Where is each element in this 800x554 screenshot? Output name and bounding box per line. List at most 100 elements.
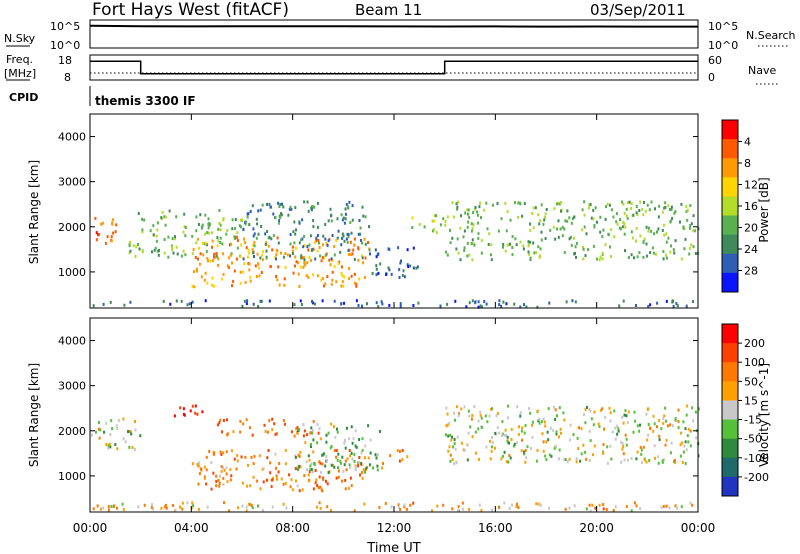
scatter-cell <box>312 273 314 276</box>
scatter-cell <box>582 208 584 211</box>
scatter-cell <box>273 234 275 237</box>
scatter-cell <box>670 220 672 223</box>
scatter-cell <box>468 208 470 211</box>
scatter-cell <box>304 441 306 444</box>
scatter-cell <box>399 508 401 511</box>
scatter-cell <box>477 222 479 225</box>
scatter-cell <box>179 406 181 409</box>
scatter-cell <box>665 254 667 257</box>
scatter-cell <box>487 227 489 230</box>
scatter-cell <box>339 251 341 254</box>
scatter-cell <box>609 246 611 249</box>
scatter-cell <box>347 457 349 460</box>
scatter-cell <box>167 236 169 239</box>
scatter-cell <box>278 462 280 465</box>
scatter-cell <box>171 246 173 249</box>
scatter-cell <box>555 445 557 448</box>
scatter-cell <box>623 422 625 425</box>
scatter-cell <box>354 258 356 261</box>
scatter-cell <box>300 238 302 241</box>
scatter-cell <box>298 465 300 468</box>
scatter-cell <box>248 503 250 506</box>
scatter-cell <box>486 303 488 306</box>
scatter-cell <box>649 303 651 306</box>
scatter-cell <box>447 254 449 257</box>
scatter-cell <box>649 427 651 430</box>
scatter-cell <box>472 238 474 241</box>
scatter-cell <box>362 437 364 440</box>
scatter-cell <box>351 484 353 487</box>
scatter-cell <box>490 457 492 460</box>
scatter-cell <box>95 431 97 434</box>
scatter-cell <box>502 301 504 304</box>
scatter-cell <box>353 244 355 247</box>
scatter-cell <box>182 502 184 505</box>
scatter-cell <box>237 239 239 242</box>
scatter-cell <box>581 427 583 430</box>
scatter-cell <box>669 208 671 211</box>
scatter-cell <box>276 475 278 478</box>
scatter-cell <box>506 229 508 232</box>
scatter-cell <box>477 214 479 217</box>
scatter-cell <box>288 473 290 476</box>
scatter-cell <box>219 241 221 244</box>
scatter-cell <box>341 456 343 459</box>
scatter-cell <box>176 300 178 303</box>
scatter-cell <box>206 282 208 285</box>
scatter-cell <box>130 250 132 253</box>
scatter-cell <box>231 284 233 287</box>
scatter-cell <box>311 432 313 435</box>
colorbar-swatch <box>722 196 738 216</box>
scatter-cell <box>451 201 453 204</box>
scatter-cell <box>460 408 462 411</box>
scatter-cell <box>447 413 449 416</box>
scatter-cell <box>624 226 626 229</box>
scatter-cell <box>265 430 267 433</box>
scatter-cell <box>310 443 312 446</box>
scatter-cell <box>153 233 155 236</box>
scatter-cell <box>250 210 252 213</box>
scatter-cell <box>481 252 483 255</box>
scatter-cell <box>217 264 219 267</box>
scatter-cell <box>646 255 648 258</box>
scatter-cell <box>233 235 235 238</box>
scatter-cell <box>279 284 281 287</box>
scatter-cell <box>543 417 545 420</box>
scatter-cell <box>360 227 362 230</box>
scatter-cell <box>98 428 100 431</box>
scatter-cell <box>588 207 590 210</box>
velocity-panel <box>90 318 698 512</box>
scatter-cell <box>567 460 569 463</box>
scatter-cell <box>300 266 302 269</box>
scatter-cell <box>172 504 174 507</box>
scatter-cell <box>319 427 321 430</box>
scatter-cell <box>293 272 295 275</box>
scatter-cell <box>569 458 571 461</box>
scatter-cell <box>455 448 457 451</box>
scatter-cell <box>362 261 364 264</box>
scatter-cell <box>406 508 408 511</box>
scatter-cell <box>137 243 139 246</box>
scatter-cell <box>206 257 208 260</box>
station-title: Fort Hays West (fitACF) <box>92 0 289 20</box>
scatter-cell <box>376 273 378 276</box>
scatter-cell <box>542 223 544 226</box>
scatter-cell <box>685 462 687 465</box>
scatter-cell <box>345 208 347 211</box>
colorbar-tick-label: 15 <box>744 394 758 407</box>
scatter-cell <box>314 463 316 466</box>
scatter-cell <box>556 414 558 417</box>
scatter-cell <box>637 255 639 258</box>
scatter-cell <box>358 438 360 441</box>
scatter-cell <box>524 432 526 435</box>
scatter-cell <box>662 459 664 462</box>
scatter-cell <box>602 257 604 260</box>
scatter-cell <box>624 409 626 412</box>
scatter-cell <box>586 507 588 510</box>
scatter-cell <box>135 428 137 431</box>
scatter-cell <box>605 243 607 246</box>
scatter-cell <box>306 261 308 264</box>
scatter-cell <box>287 214 289 217</box>
scatter-cell <box>259 257 261 260</box>
scatter-cell <box>637 424 639 427</box>
